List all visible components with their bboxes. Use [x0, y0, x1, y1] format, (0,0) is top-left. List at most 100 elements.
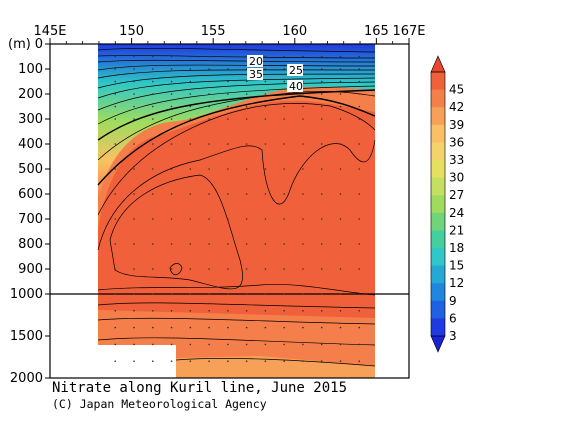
- station-dot: [339, 326, 342, 329]
- station-dot: [227, 55, 229, 58]
- station-dot: [339, 243, 342, 245]
- station-dot: [189, 343, 192, 346]
- station-dot: [152, 268, 154, 270]
- station-dot: [302, 168, 304, 170]
- station-dot: [358, 243, 361, 245]
- station-dot: [133, 293, 135, 295]
- colorbar-frame: [430, 71, 446, 337]
- station-dot: [133, 326, 135, 329]
- station-dot: [189, 218, 192, 220]
- contour-label-20: 20: [249, 55, 263, 68]
- station-dot: [170, 80, 173, 83]
- station-dot: [302, 310, 304, 312]
- station-dot: [170, 293, 173, 295]
- station-dot: [302, 268, 304, 270]
- station-dot: [208, 118, 210, 120]
- station-dot: [114, 243, 117, 245]
- station-dot: [245, 343, 248, 346]
- colorbar-label: 27: [449, 188, 464, 202]
- station-dot: [227, 118, 229, 120]
- station-dot: [339, 105, 342, 108]
- station-dot: [264, 310, 267, 312]
- station-dot: [264, 93, 267, 95]
- station-dot: [170, 118, 173, 120]
- station-dot: [208, 243, 210, 245]
- station-dot: [302, 193, 304, 195]
- station-dot: [283, 193, 285, 195]
- station-dot: [283, 143, 285, 145]
- station-dot: [152, 310, 154, 312]
- station-dot: [208, 68, 210, 70]
- station-dot: [227, 293, 229, 295]
- station-dot: [114, 218, 117, 220]
- station-dot: [133, 80, 135, 83]
- station-dot: [320, 310, 323, 312]
- station-dot: [133, 143, 135, 145]
- station-dot: [283, 93, 285, 95]
- station-dot: [152, 105, 154, 108]
- station-dot: [114, 93, 117, 95]
- station-dot: [133, 118, 135, 120]
- contour-label-35: 35: [249, 68, 263, 81]
- station-dot: [189, 68, 192, 70]
- station-dot: [339, 143, 342, 145]
- station-dot: [339, 55, 342, 58]
- station-dot: [189, 360, 192, 363]
- station-dot: [264, 143, 267, 145]
- contour-label-group: 20 25 35 40: [247, 55, 303, 93]
- station-dot: [133, 168, 135, 170]
- credit-text: (C) Japan Meteorological Agency: [52, 397, 267, 411]
- no-data-mask: [98, 345, 176, 378]
- station-dot: [227, 105, 229, 108]
- station-dot: [339, 80, 342, 83]
- station-dot: [245, 93, 248, 95]
- contour-label-25: 25: [289, 64, 303, 77]
- station-dot: [133, 343, 135, 346]
- station-dot: [264, 268, 267, 270]
- station-dot: [302, 55, 304, 58]
- colorbar-label: 15: [449, 259, 464, 273]
- station-dot: [320, 218, 323, 220]
- station-dot: [189, 193, 192, 195]
- station-dot: [358, 360, 361, 363]
- section-field: [50, 44, 409, 378]
- station-dot: [189, 143, 192, 145]
- chart-title: Nitrate along Kuril line, June 2015: [52, 380, 347, 396]
- x-tick-label: 145E: [33, 24, 66, 39]
- station-dot: [208, 80, 210, 83]
- station-dot: [320, 326, 323, 329]
- station-dot: [114, 360, 117, 363]
- colorbar-swatch: [431, 89, 445, 108]
- colorbar-label: 21: [449, 223, 464, 237]
- station-dot: [170, 343, 173, 346]
- station-dot: [245, 360, 248, 363]
- station-dot: [208, 105, 210, 108]
- x-tick-label: 165: [364, 24, 389, 39]
- colorbar-swatch: [431, 212, 445, 231]
- station-dot: [114, 168, 117, 170]
- station-dot: [152, 193, 154, 195]
- station-dot: [170, 268, 173, 270]
- station-dot: [152, 326, 154, 329]
- station-dot: [170, 193, 173, 195]
- station-dot: [264, 293, 267, 295]
- station-dot: [114, 193, 117, 195]
- station-dot: [358, 80, 361, 83]
- station-dot: [227, 68, 229, 70]
- station-dot: [245, 218, 248, 220]
- station-dot: [264, 68, 267, 70]
- contour-lines: [97, 47, 376, 367]
- colorbar-label: 3: [449, 329, 457, 343]
- station-dot: [320, 243, 323, 245]
- station-dot: [283, 360, 285, 363]
- station-dot: [358, 93, 361, 95]
- station-dot: [208, 143, 210, 145]
- colorbar-swatch: [431, 318, 445, 337]
- colorbar-swatch: [431, 248, 445, 267]
- station-dot: [189, 80, 192, 83]
- colorbar-label: 36: [449, 135, 464, 149]
- station-dot: [264, 218, 267, 220]
- station-dots: [114, 55, 361, 363]
- station-dot: [302, 118, 304, 120]
- station-dot: [227, 268, 229, 270]
